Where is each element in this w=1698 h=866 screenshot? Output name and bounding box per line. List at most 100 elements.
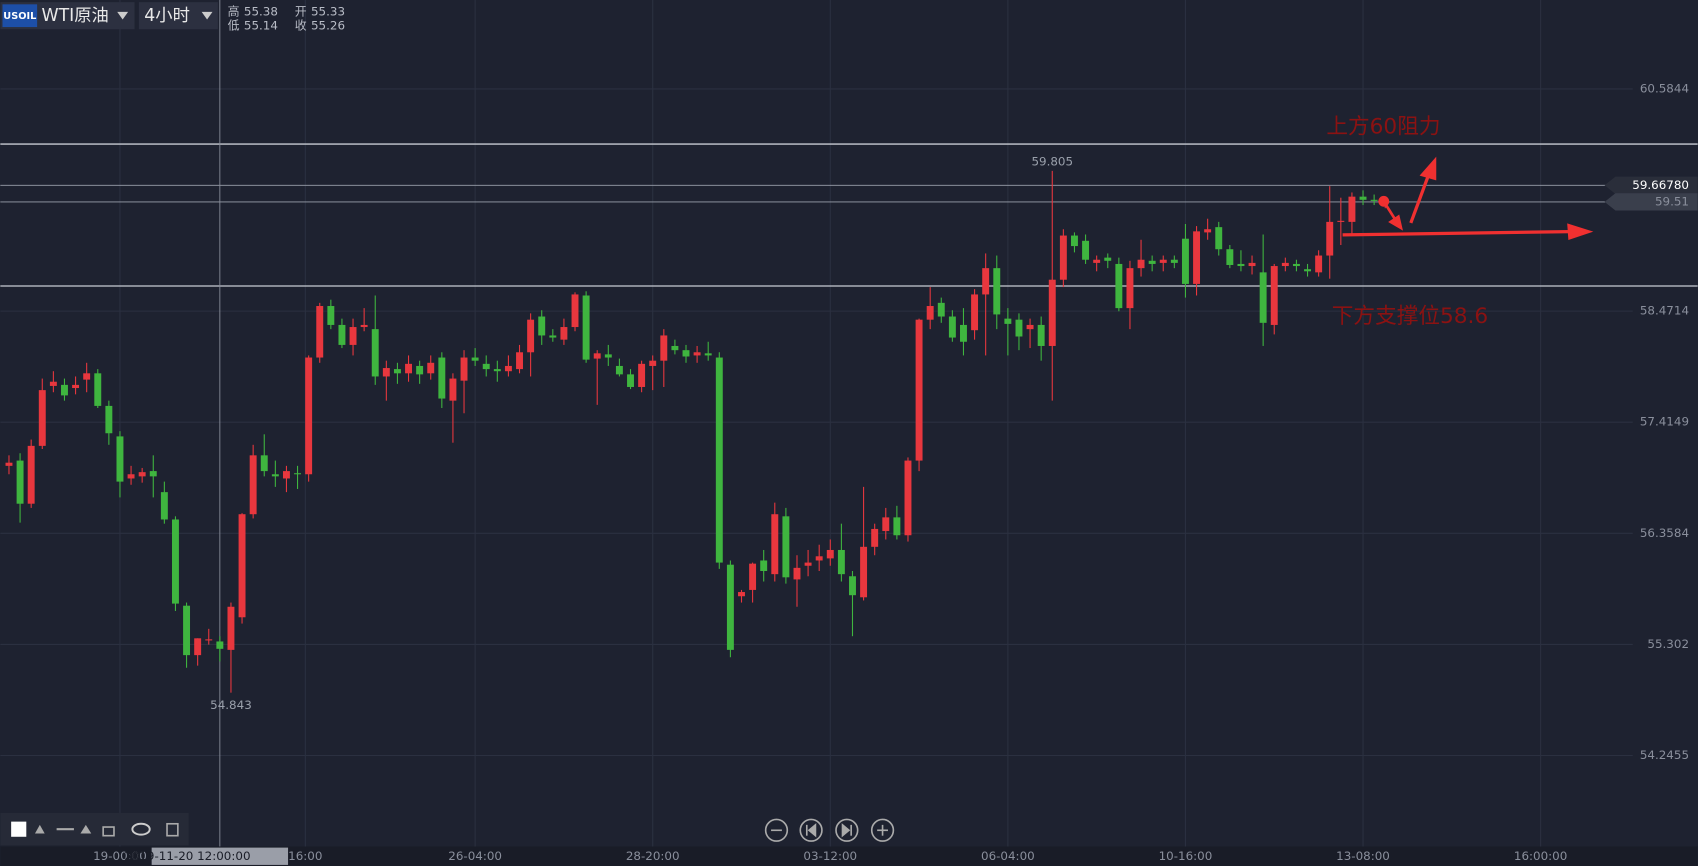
x-tick-label: 10-16:00 <box>1159 849 1213 863</box>
candle-body <box>116 436 124 482</box>
candle-body <box>371 329 379 377</box>
candle-body <box>360 324 368 328</box>
candle-body <box>49 381 57 386</box>
candle-body <box>427 362 435 374</box>
price-tag <box>1604 176 1698 194</box>
candle-body <box>1193 231 1201 284</box>
candle-body <box>649 360 657 366</box>
y-tick-label: 56.3584 <box>1640 526 1689 540</box>
price-tag <box>1604 193 1698 211</box>
delete-tool[interactable] <box>166 822 179 837</box>
dot <box>1378 195 1390 207</box>
x-tick-label: 03-12:00 <box>803 849 857 863</box>
candle-body <box>860 546 868 598</box>
candle-body <box>549 335 557 338</box>
candle-body <box>1026 324 1034 330</box>
candle-body <box>1204 229 1212 233</box>
candle-body <box>338 324 346 345</box>
candle-body <box>1148 260 1156 264</box>
candle-body <box>61 384 68 396</box>
candle-body <box>1070 235 1078 247</box>
candle-body <box>693 352 701 356</box>
ohlc-value: 55.26 <box>311 18 345 32</box>
x-tick-label: 28-20:00 <box>626 849 680 863</box>
candle-body <box>1315 255 1323 273</box>
candle-body <box>993 268 1001 315</box>
zoom-out[interactable] <box>764 818 789 842</box>
candle-body <box>1270 266 1278 325</box>
candle-body <box>726 564 734 650</box>
style-tool[interactable] <box>80 824 92 834</box>
candle-body <box>1348 196 1356 222</box>
candle-body <box>960 324 967 342</box>
x-tick-label: 16:00:00 <box>1514 849 1567 863</box>
ohlc-label: 收 <box>295 18 307 32</box>
candle-body <box>1292 263 1300 267</box>
scroll-start[interactable] <box>799 818 823 842</box>
candle-body <box>416 365 424 375</box>
candle-body <box>160 492 168 520</box>
candle-body <box>926 306 934 320</box>
eye-tool[interactable] <box>131 822 151 836</box>
candle-body <box>305 357 313 475</box>
y-tick-label: 54.2455 <box>1640 748 1689 762</box>
candle-body <box>1048 279 1056 346</box>
x-tick-label: 16:00 <box>288 849 322 863</box>
candle-body <box>615 365 623 375</box>
candle-body <box>238 514 246 618</box>
drawn-arrows <box>1342 156 1594 240</box>
candle-body <box>183 605 191 656</box>
arrow <box>1409 172 1431 224</box>
candle-body <box>782 516 790 578</box>
color-tool[interactable] <box>11 821 27 837</box>
candle-body <box>516 352 523 370</box>
candle-body <box>138 472 146 477</box>
candle-body <box>83 373 91 380</box>
crosshair-tag <box>151 847 289 865</box>
lock-tool[interactable] <box>102 826 115 837</box>
candle-body <box>704 353 712 356</box>
scroll-end[interactable] <box>835 818 859 842</box>
candle-body <box>849 576 856 596</box>
candle-body <box>1359 196 1367 200</box>
x-tick-label: 19-00:00 <box>93 849 147 863</box>
candle-body <box>72 384 80 389</box>
candle-body <box>493 369 501 372</box>
candle-body <box>660 335 668 361</box>
candle-body <box>16 460 24 504</box>
candle-body <box>627 374 634 387</box>
candle-body <box>393 369 401 374</box>
candle-body <box>738 592 745 597</box>
candle-body <box>837 549 845 575</box>
candle-body <box>504 365 512 372</box>
zoom-in[interactable] <box>870 818 895 842</box>
candle-body <box>216 641 224 649</box>
candle-body <box>560 327 568 340</box>
candle-body <box>771 514 779 575</box>
ohlc-value: 55.33 <box>311 4 345 18</box>
candle-body <box>1226 249 1234 265</box>
candle-body <box>582 295 590 360</box>
candle-body <box>538 316 546 336</box>
candle-body <box>638 363 646 387</box>
candle-body <box>5 462 13 466</box>
ohlc-label: 低 <box>228 18 240 32</box>
ohlc-label: 开 <box>295 4 307 18</box>
annotation: 上方60阻力 <box>1326 115 1440 140</box>
arrow-head <box>1419 156 1437 181</box>
candle-body <box>804 562 812 566</box>
arrow <box>1342 230 1570 237</box>
annotation: 下方支撑位58.6 <box>1332 304 1488 329</box>
ohlc-value: 55.14 <box>244 18 278 32</box>
candle-body <box>260 455 268 472</box>
candle-body <box>194 638 202 656</box>
dropdown-icon <box>117 11 129 20</box>
candle-body <box>149 471 157 477</box>
candle-body <box>593 353 601 359</box>
candle-body <box>815 556 823 561</box>
fill-tool[interactable] <box>34 824 45 834</box>
candle-body <box>571 294 579 328</box>
candle-body <box>715 357 723 563</box>
arrow-head <box>1388 214 1403 231</box>
candle-body <box>171 519 179 604</box>
